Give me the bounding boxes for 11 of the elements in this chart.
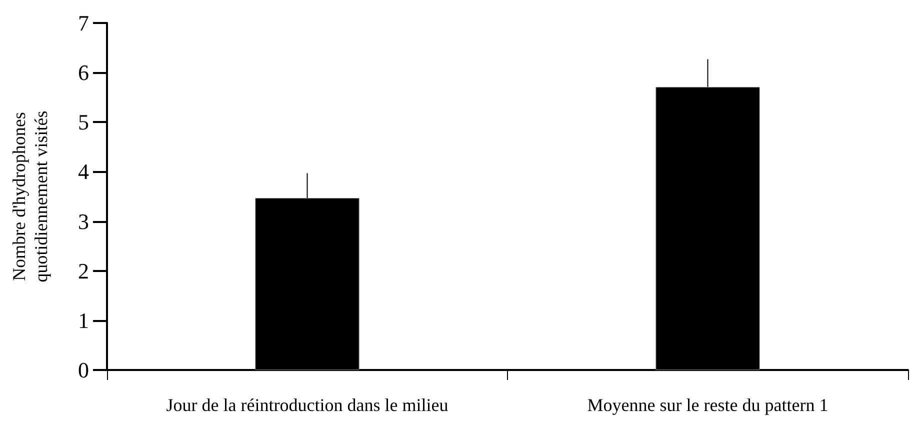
- y-tick-label: 0: [78, 358, 89, 382]
- x-tick-label: Moyenne sur le reste du pattern 1: [587, 395, 828, 415]
- y-tick-label: 2: [78, 258, 89, 284]
- y-tick-label: 1: [78, 308, 89, 333]
- y-tick-label: 5: [78, 110, 89, 135]
- y-tick-label: 6: [78, 60, 89, 86]
- x-tick-label: Jour de la réintroduction dans le milieu: [166, 395, 448, 415]
- y-tick-label: 7: [78, 10, 89, 36]
- y-tick-label: 4: [78, 159, 89, 184]
- y-tick-label: 3: [78, 208, 89, 234]
- y-axis-title: Nombre d'hydrophones quotidiennement visités: [9, 110, 51, 282]
